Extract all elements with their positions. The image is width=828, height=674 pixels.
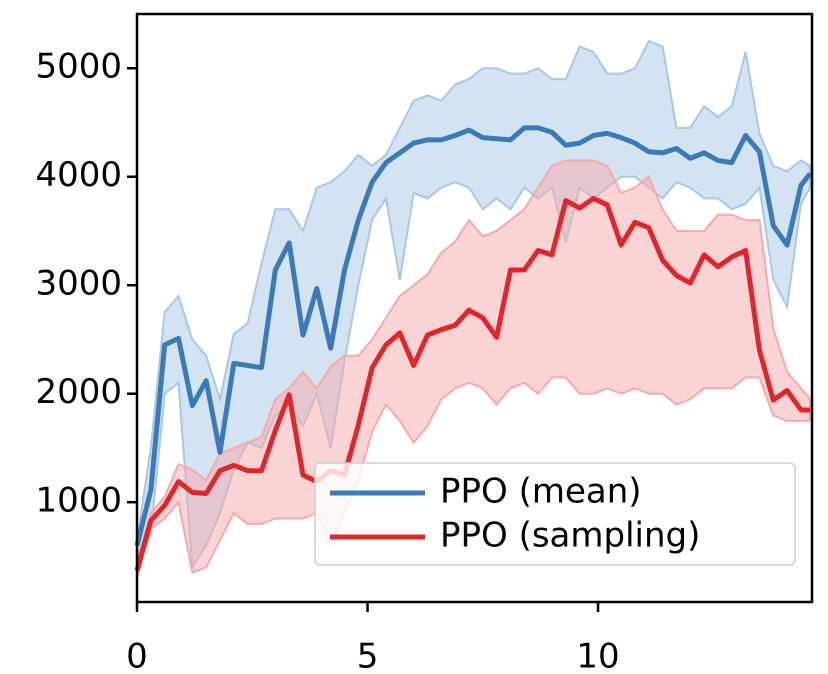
legend-label: PPO (mean) bbox=[440, 472, 642, 512]
plot-frame bbox=[135, 12, 814, 604]
y-tick-label: 2000 bbox=[35, 372, 122, 412]
line bbox=[134, 195, 811, 572]
y-tick-label: 3000 bbox=[35, 264, 122, 304]
x-tick-label: 0 bbox=[126, 637, 148, 674]
y-tick-label: 4000 bbox=[35, 155, 122, 195]
line bbox=[134, 125, 813, 547]
x-tick-label: 10 bbox=[576, 637, 619, 674]
legend-label: PPO (sampling) bbox=[440, 516, 700, 556]
y-tick-label: 5000 bbox=[35, 47, 122, 87]
legend-box bbox=[314, 462, 796, 566]
legend: PPO (mean)PPO (sampling) bbox=[314, 462, 796, 566]
y-tick-label: 1000 bbox=[35, 481, 122, 521]
x-tick-label: 5 bbox=[357, 637, 379, 674]
band bbox=[136, 39, 812, 571]
